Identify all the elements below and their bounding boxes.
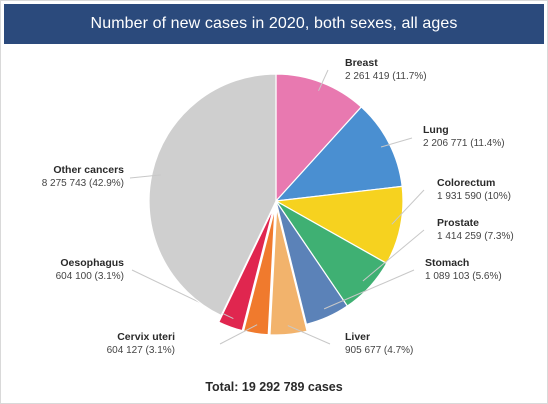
slice-label: Stomach <box>425 257 469 269</box>
pie-slice-lung <box>274 106 403 202</box>
pie-slice-cervix-uteri <box>242 207 276 336</box>
slice-label: Breast <box>345 57 378 69</box>
pie-slice-liver <box>269 207 308 336</box>
slice-value-label: 604 100 (3.1%) <box>56 271 124 282</box>
pie-slice-stomach <box>275 200 349 326</box>
slice-value-label: 604 127 (3.1%) <box>107 345 175 356</box>
leader-line <box>323 269 415 310</box>
total-label: Total: 19 292 789 cases <box>205 380 343 394</box>
slice-value-label: 1 089 103 (5.6%) <box>425 271 502 282</box>
leader-line <box>391 189 425 225</box>
leader-line <box>318 69 329 92</box>
slice-value-label: 905 677 (4.7%) <box>345 345 413 356</box>
slice-value-label: 1 931 590 (10%) <box>437 191 511 202</box>
slice-value-label: 2 261 419 (11.7%) <box>345 71 427 82</box>
pie-slice-breast <box>275 73 363 203</box>
pie-slice-oesophagus <box>217 207 275 332</box>
slice-value-label: 8 275 743 (42.9%) <box>42 178 124 189</box>
leader-line <box>362 229 425 282</box>
slice-value-label: 1 414 259 (7.3%) <box>437 231 514 242</box>
slice-label: Prostate <box>437 217 479 229</box>
slice-label: Other cancers <box>53 164 124 176</box>
slice-label: Lung <box>423 124 449 136</box>
pie-slice-other-cancers <box>148 73 277 317</box>
chart-title: Number of new cases in 2020, both sexes,… <box>4 4 544 44</box>
slice-value-label: 2 206 771 (11.4%) <box>423 138 505 149</box>
leader-line <box>287 325 331 345</box>
leader-line <box>380 137 413 148</box>
slice-label: Liver <box>345 331 370 343</box>
leader-line <box>219 324 258 345</box>
slice-label: Oesophagus <box>60 257 124 269</box>
slice-label: Cervix uteri <box>117 331 175 343</box>
leader-line <box>129 174 161 179</box>
pie-slice-colorectum <box>274 185 404 265</box>
slice-label: Colorectum <box>437 177 495 189</box>
